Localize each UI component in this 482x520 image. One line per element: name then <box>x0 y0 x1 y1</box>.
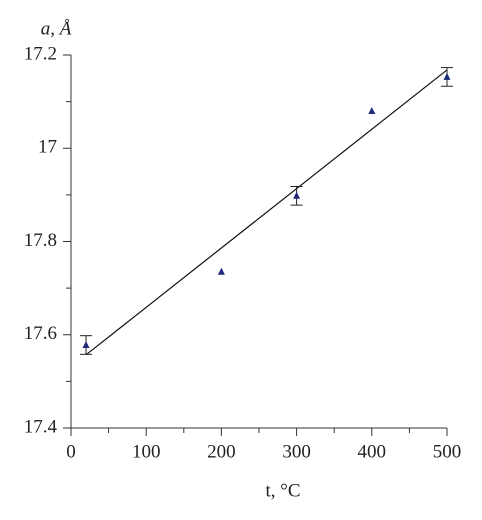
x-tick-label: 500 <box>433 441 462 462</box>
point <box>443 72 451 80</box>
point <box>368 106 376 114</box>
x-tick-label: 0 <box>66 441 76 462</box>
y-tick-label: 17 <box>38 137 57 158</box>
point <box>293 191 301 199</box>
point <box>82 341 90 349</box>
x-tick-label: 300 <box>282 441 311 462</box>
y-tick-label: 17.6 <box>24 323 57 344</box>
point <box>217 267 225 275</box>
y-tick-label: 17.2 <box>24 43 57 64</box>
y-axis-label: a, Å <box>41 18 72 39</box>
x-tick-label: 200 <box>207 441 236 462</box>
x-tick-label: 400 <box>358 441 387 462</box>
y-tick-label: 17.4 <box>24 416 58 437</box>
x-tick-label: 100 <box>132 441 161 462</box>
fit-line <box>85 69 448 356</box>
y-tick-label: 17.8 <box>24 230 57 251</box>
x-axis-label: t, °C <box>265 480 300 501</box>
